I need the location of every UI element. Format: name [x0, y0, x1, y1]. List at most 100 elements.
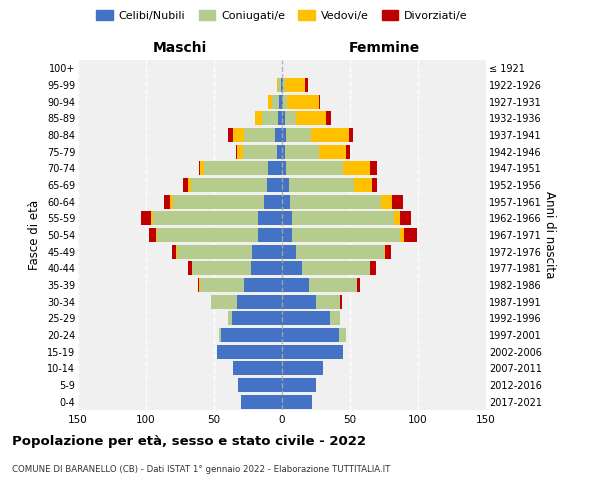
Bar [400, 228, 404, 242]
Bar [255, 112, 262, 126]
Bar [282, 94, 283, 109]
Bar [237, 294, 282, 308]
Bar [282, 228, 292, 242]
Bar [278, 112, 282, 126]
Bar [232, 311, 282, 326]
Bar [282, 144, 285, 159]
Bar [282, 261, 302, 276]
Bar [282, 394, 312, 409]
Bar [277, 144, 282, 159]
Bar [285, 78, 305, 92]
Bar [282, 178, 289, 192]
Bar [296, 112, 326, 126]
Bar [211, 294, 237, 308]
Bar [200, 162, 205, 175]
Text: Maschi: Maschi [153, 41, 207, 55]
Bar [241, 394, 282, 409]
Bar [272, 94, 279, 109]
Bar [268, 94, 272, 109]
Bar [283, 78, 285, 92]
Bar [173, 194, 265, 209]
Bar [183, 178, 188, 192]
Legend: Celibi/Nubili, Coniugati/e, Vedovi/e, Divorziati/e: Celibi/Nubili, Coniugati/e, Vedovi/e, Di… [92, 6, 472, 25]
Bar [277, 78, 278, 92]
Bar [268, 162, 282, 175]
Bar [282, 378, 316, 392]
Bar [282, 112, 285, 126]
Bar [302, 261, 370, 276]
Bar [242, 144, 277, 159]
Bar [153, 211, 257, 226]
Bar [285, 144, 319, 159]
Bar [244, 128, 275, 142]
Bar [262, 112, 278, 126]
Bar [217, 344, 282, 359]
Bar [400, 211, 411, 226]
Bar [309, 278, 357, 292]
Bar [221, 328, 282, 342]
Bar [238, 378, 282, 392]
Bar [282, 162, 286, 175]
Bar [381, 194, 392, 209]
Bar [282, 294, 316, 308]
Bar [282, 344, 343, 359]
Bar [236, 144, 237, 159]
Bar [319, 144, 346, 159]
Bar [282, 194, 290, 209]
Bar [282, 328, 339, 342]
Bar [357, 278, 359, 292]
Bar [176, 244, 177, 259]
Bar [200, 278, 244, 292]
Bar [287, 94, 319, 109]
Bar [370, 162, 377, 175]
Bar [281, 78, 282, 92]
Bar [372, 178, 377, 192]
Bar [205, 162, 268, 175]
Bar [140, 211, 151, 226]
Bar [326, 112, 331, 126]
Bar [343, 162, 370, 175]
Bar [311, 128, 349, 142]
Y-axis label: Fasce di età: Fasce di età [28, 200, 41, 270]
Bar [283, 94, 287, 109]
Bar [292, 211, 394, 226]
Text: Femmine: Femmine [349, 41, 419, 55]
Bar [157, 228, 257, 242]
Bar [244, 278, 282, 292]
Bar [346, 144, 350, 159]
Bar [164, 194, 170, 209]
Bar [282, 128, 286, 142]
Bar [319, 94, 320, 109]
Text: Popolazione per età, sesso e stato civile - 2022: Popolazione per età, sesso e stato civil… [12, 435, 366, 448]
Bar [282, 244, 296, 259]
Bar [278, 78, 281, 92]
Bar [170, 194, 173, 209]
Bar [296, 244, 384, 259]
Bar [188, 261, 192, 276]
Bar [191, 178, 267, 192]
Bar [290, 194, 381, 209]
Bar [316, 294, 340, 308]
Bar [155, 228, 157, 242]
Bar [257, 211, 282, 226]
Bar [404, 228, 416, 242]
Bar [265, 194, 282, 209]
Bar [267, 178, 282, 192]
Bar [282, 278, 309, 292]
Bar [392, 194, 403, 209]
Bar [237, 144, 242, 159]
Bar [292, 228, 400, 242]
Bar [233, 128, 244, 142]
Bar [149, 228, 155, 242]
Bar [188, 178, 191, 192]
Bar [177, 244, 252, 259]
Bar [151, 211, 153, 226]
Bar [279, 94, 282, 109]
Bar [286, 162, 343, 175]
Y-axis label: Anni di nascita: Anni di nascita [542, 192, 556, 278]
Bar [329, 311, 340, 326]
Text: COMUNE DI BARANELLO (CB) - Dati ISTAT 1° gennaio 2022 - Elaborazione TUTTITALIA.: COMUNE DI BARANELLO (CB) - Dati ISTAT 1°… [12, 465, 391, 474]
Bar [349, 128, 353, 142]
Bar [339, 328, 346, 342]
Bar [220, 328, 221, 342]
